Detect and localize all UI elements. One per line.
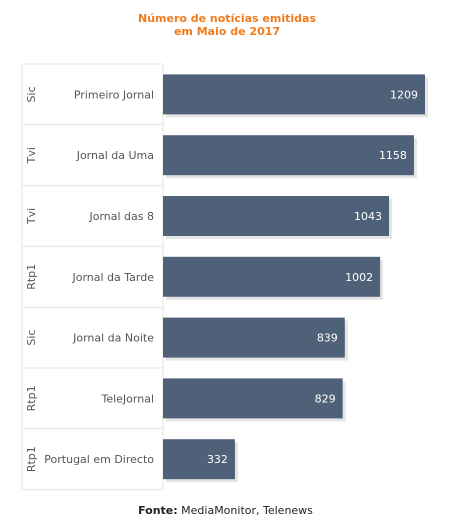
group-label: Rtp1 (25, 446, 38, 472)
labels-layer: 1209 Primeiro Jornal Sic 1158 Jornal da Uma T… (25, 86, 418, 472)
source-text: MediaMonitor, Telenews (181, 504, 313, 517)
value-label: 1002 (345, 271, 373, 284)
value-label: 829 (315, 392, 336, 405)
group-label: Rtp1 (25, 264, 38, 290)
grid-layer (21, 63, 164, 491)
chart-title-line-2: em Maio de 2017 (174, 25, 280, 38)
bar (163, 378, 343, 419)
bar (163, 74, 425, 115)
category-label: Primeiro Jornal (74, 88, 154, 101)
bar (163, 256, 381, 297)
group-label: Rtp1 (25, 385, 38, 411)
group-label: Sic (25, 86, 38, 102)
bar (163, 439, 235, 480)
bars-layer (163, 74, 428, 483)
value-label: 839 (317, 332, 338, 345)
source-note: Fonte: MediaMonitor, Telenews (0, 504, 451, 517)
value-label: 1209 (390, 88, 418, 101)
category-label: Jornal da Noite (72, 332, 154, 345)
category-label: Jornal da Uma (76, 149, 154, 162)
category-label: Jornal das 8 (88, 210, 154, 223)
category-label: TeleJornal (100, 392, 154, 405)
bar (163, 317, 345, 358)
value-label: 1043 (354, 210, 382, 223)
source-label: Fonte: (138, 504, 178, 517)
value-label: 1158 (379, 149, 407, 162)
category-label: Jornal da Tarde (71, 271, 154, 284)
value-label: 332 (207, 453, 228, 466)
category-label: Portugal em Directo (44, 453, 154, 466)
group-label: Tvi (25, 147, 38, 164)
bar (163, 135, 414, 176)
bar (163, 196, 390, 236)
group-label: Sic (25, 330, 38, 346)
chart-title-line-1: Número de notícias emitidas (138, 12, 316, 25)
group-label: Tvi (25, 208, 38, 225)
